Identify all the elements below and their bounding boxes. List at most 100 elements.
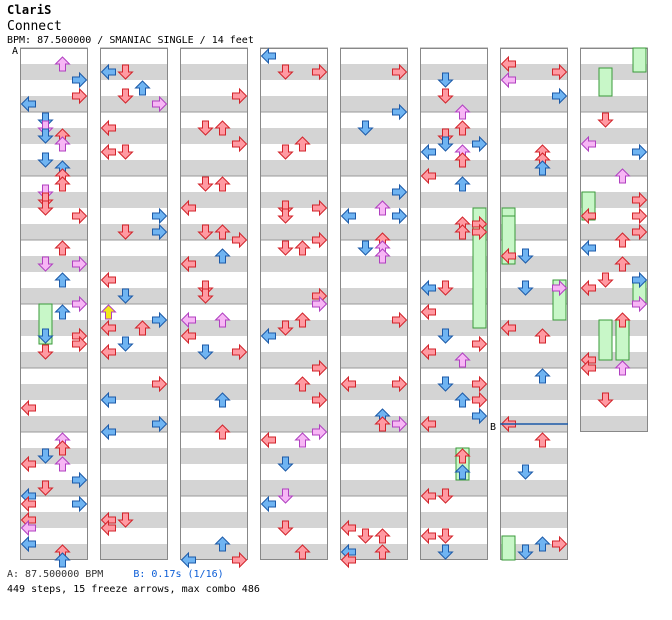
arrow-down <box>277 144 294 160</box>
arrow-shape <box>392 103 408 121</box>
chart-column-border <box>100 48 168 560</box>
arrow-shape <box>420 343 436 361</box>
arrow-shape <box>340 519 356 537</box>
arrow-shape <box>72 207 88 225</box>
beat-band <box>260 320 328 336</box>
arrow-shape <box>420 143 436 161</box>
arrow-up <box>374 248 391 264</box>
arrow-shape <box>454 224 471 240</box>
beat-band <box>100 64 168 80</box>
beat-band <box>180 320 248 336</box>
beat-band <box>20 320 88 336</box>
arrow-shape <box>340 551 356 569</box>
beat-band <box>20 128 88 144</box>
arrow-left <box>20 399 36 417</box>
arrow-down <box>117 512 134 528</box>
arrow-right <box>232 343 248 361</box>
arrow-shape <box>454 120 471 136</box>
beat-band <box>420 64 488 80</box>
beat-band <box>580 192 648 208</box>
arrow-left <box>100 143 116 161</box>
arrow-up <box>214 424 231 440</box>
arrow-shape <box>472 135 488 153</box>
arrow-shape <box>357 240 374 256</box>
arrow-left <box>420 167 436 185</box>
arrow-right <box>392 63 408 81</box>
arrow-up <box>214 224 231 240</box>
arrow-shape <box>437 72 454 88</box>
arrow-down <box>437 136 454 152</box>
arrow-down <box>37 480 54 496</box>
beat-band <box>20 384 88 400</box>
beat-band <box>500 224 568 240</box>
arrow-shape <box>437 544 454 560</box>
arrow-shape <box>180 255 196 273</box>
arrow-right <box>72 71 88 89</box>
beat-band <box>420 320 488 336</box>
arrow-down <box>37 256 54 272</box>
arrow-left <box>20 519 36 537</box>
beat-band <box>340 96 408 112</box>
beat-band <box>260 544 328 560</box>
arrow-shape <box>197 176 214 192</box>
arrow-shape <box>312 423 328 441</box>
arrow-shape <box>100 319 116 337</box>
arrow-shape <box>72 87 88 105</box>
beat-band <box>340 448 408 464</box>
arrow-right <box>392 207 408 225</box>
arrow-shape <box>277 520 294 536</box>
arrow-shape <box>597 392 614 408</box>
arrow-up <box>54 56 71 72</box>
arrow-left <box>420 143 436 161</box>
chart-column-border <box>180 48 248 560</box>
beat-band <box>500 256 568 272</box>
beat-band <box>580 224 648 240</box>
arrow-left <box>100 343 116 361</box>
arrow-down <box>357 120 374 136</box>
beat-band <box>580 320 648 336</box>
arrow-left <box>260 327 276 345</box>
arrow-shape <box>392 183 408 201</box>
arrow-up <box>534 432 551 448</box>
arrow-left <box>340 519 356 537</box>
arrow-shape <box>454 104 471 120</box>
arrow-shape <box>312 231 328 249</box>
arrow-up <box>214 536 231 552</box>
beat-band <box>340 256 408 272</box>
beat-band <box>20 224 88 240</box>
arrow-up <box>454 104 471 120</box>
arrow-right <box>632 223 648 241</box>
arrow-down <box>437 328 454 344</box>
arrow-up <box>294 376 311 392</box>
arrow-shape <box>392 311 408 329</box>
arrow-down <box>117 224 134 240</box>
arrow-shape <box>437 88 454 104</box>
beat-band <box>260 512 328 528</box>
arrow-shape <box>37 128 54 144</box>
arrow-left <box>180 199 196 217</box>
arrow-down <box>437 280 454 296</box>
arrow-down <box>117 64 134 80</box>
arrow-down <box>437 72 454 88</box>
arrow-shape <box>580 207 596 225</box>
arrow-down <box>37 328 54 344</box>
arrow-shape <box>20 455 36 473</box>
arrow-shape <box>552 63 568 81</box>
beat-band <box>420 416 488 432</box>
beat-band <box>420 352 488 368</box>
arrow-shape <box>232 87 248 105</box>
arrow-shape <box>152 375 168 393</box>
arrow-down <box>277 320 294 336</box>
beat-band <box>420 128 488 144</box>
beat-band <box>420 96 488 112</box>
arrow-left <box>100 423 116 441</box>
footer-stats: 449 steps, 15 freeze arrows, max combo 4… <box>7 584 260 595</box>
arrow-left <box>580 279 596 297</box>
arrow-left <box>20 495 36 513</box>
chart-meta: BPM: 87.500000 / SMANIAC SINGLE / 14 fee… <box>7 35 254 46</box>
arrow-shape <box>37 480 54 496</box>
arrow-shape <box>420 487 436 505</box>
arrow-shape <box>117 88 134 104</box>
arrow-shape <box>597 272 614 288</box>
arrow-up <box>454 392 471 408</box>
